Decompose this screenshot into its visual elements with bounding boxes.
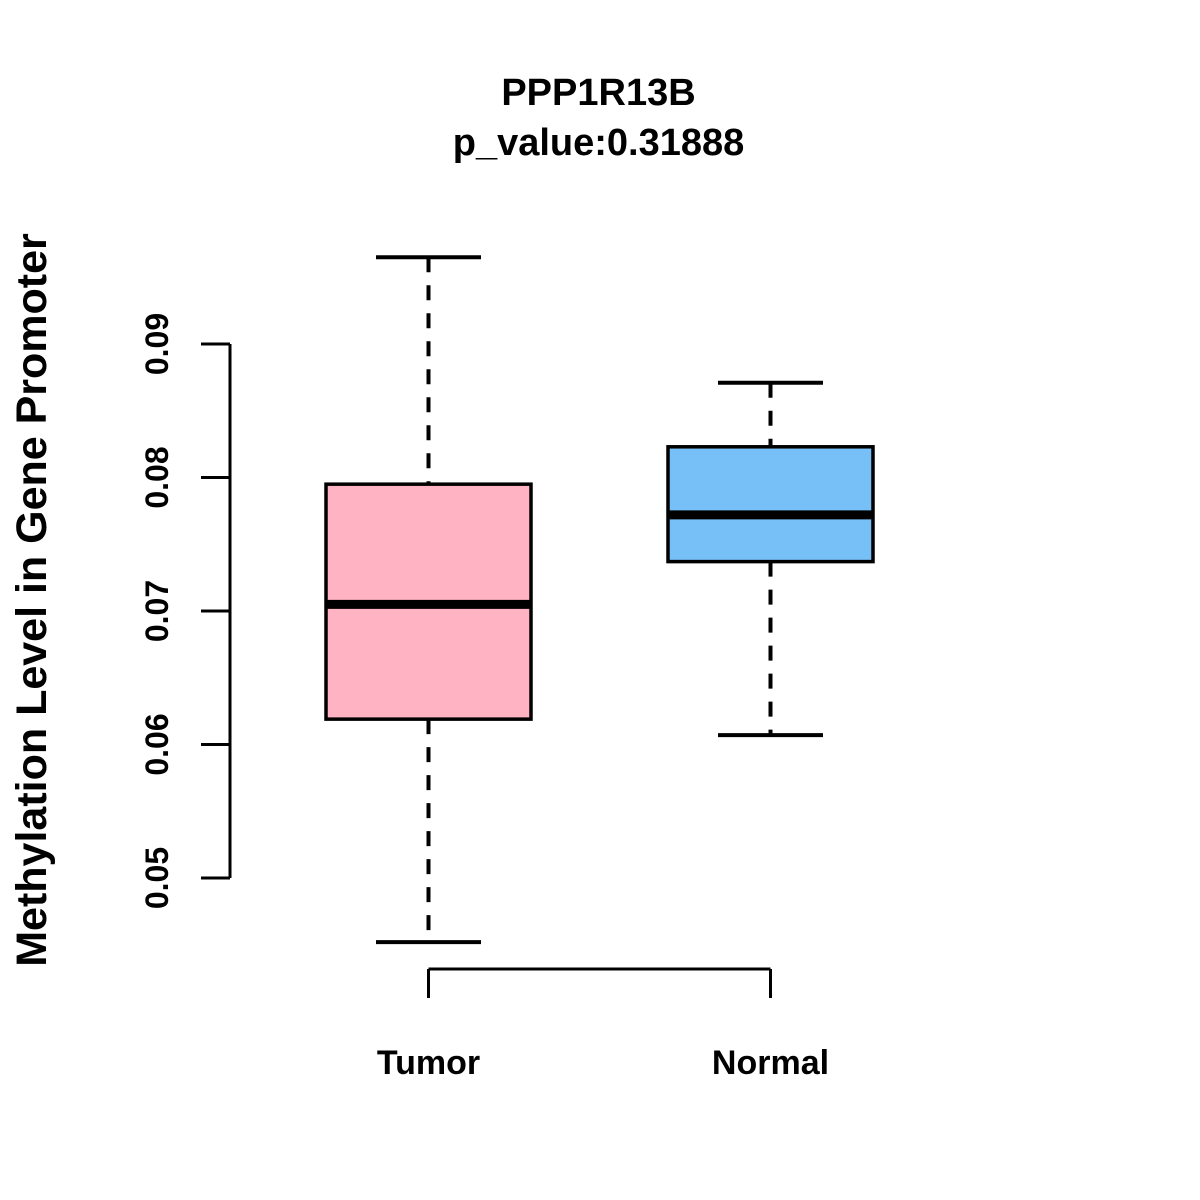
- y-axis-tick-label: 0.09: [139, 313, 175, 375]
- y-axis-tick-label: 0.07: [139, 580, 175, 642]
- y-axis-tick-label: 0.08: [139, 446, 175, 508]
- y-axis-tick-label: 0.05: [139, 847, 175, 909]
- box-normal: [666, 445, 875, 564]
- y-axis-title: Methylation Level in Gene Promoter: [8, 233, 56, 967]
- y-axis-tick-label: 0.06: [139, 713, 175, 775]
- chart-subtitle: p_value:0.31888: [453, 122, 745, 164]
- x-axis-label-normal: Normal: [712, 1044, 829, 1082]
- chart-title: PPP1R13B: [501, 72, 695, 114]
- x-axis-label-tumor: Tumor: [377, 1044, 480, 1082]
